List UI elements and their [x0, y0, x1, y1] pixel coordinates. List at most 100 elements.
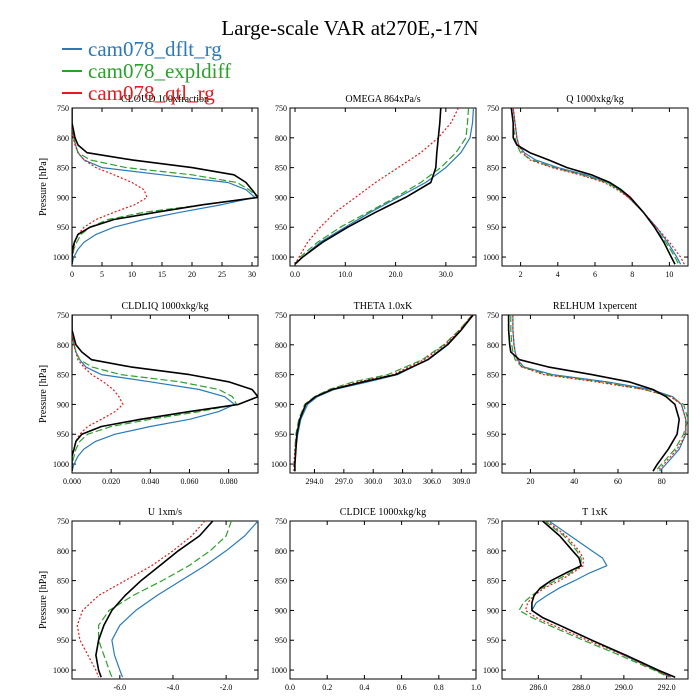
x-tick-label: 2: [519, 270, 523, 279]
series-line: [510, 108, 680, 265]
panel: THETA 1.0xK 750 800 850 900 950 1000 294.0 297.0…: [271, 301, 477, 486]
x-tick-label: 288.0: [572, 683, 590, 692]
panel: T 1xK 750 800 850 900 950 1000 286.0 288.0 290.0 2…: [483, 507, 689, 692]
y-tick-label: 800: [275, 341, 287, 350]
series-line: [72, 108, 256, 265]
y-tick-label: 800: [487, 547, 499, 556]
plot-frame: [501, 520, 689, 680]
panel-title: THETA 1.0xK: [354, 301, 413, 312]
y-tick-label: 950: [57, 636, 69, 645]
series-line: [111, 521, 258, 678]
y-tick-label: 800: [487, 341, 499, 350]
x-tick-label: 8: [630, 270, 634, 279]
legend-entry: cam078_expldiff: [62, 60, 231, 82]
series-line: [76, 521, 206, 678]
x-tick-label: 80: [658, 477, 666, 486]
y-tick-label: 900: [275, 400, 287, 409]
y-tick-label: 1000: [271, 253, 287, 262]
panel: RELHUM 1xpercent 750 800 850 900 950 1000 20 40 6…: [483, 301, 689, 486]
legend-swatch-qtl: [62, 92, 82, 94]
y-tick-label: 1000: [483, 666, 499, 675]
y-tick-label: 750: [57, 104, 69, 113]
legend-label-dflt: cam078_dflt_rg: [88, 37, 222, 61]
x-tick-label: 306.0: [423, 477, 441, 486]
series-line: [72, 315, 238, 472]
y-tick-label: 850: [275, 577, 287, 586]
y-tick-label: 1000: [271, 666, 287, 675]
y-axis-label: Pressure [hPa]: [38, 571, 49, 629]
y-tick-label: 750: [275, 311, 287, 320]
x-tick-label: 0.080: [220, 477, 238, 486]
x-tick-label: 0.8: [434, 683, 444, 692]
y-tick-label: 850: [57, 371, 69, 380]
panel-title: RELHUM 1xpercent: [553, 301, 637, 312]
x-tick-label: 15: [158, 270, 166, 279]
y-tick-label: 850: [275, 371, 287, 380]
panel: CLDICE 1000xkg/kg 750 800 850 900 950 1000 0.0 0…: [271, 507, 481, 692]
series-line: [518, 521, 670, 678]
plot-frame: [71, 107, 259, 267]
y-tick-label: 900: [275, 193, 287, 202]
x-tick-label: 303.0: [394, 477, 412, 486]
x-tick-label: 20.0: [389, 270, 403, 279]
series-line: [294, 108, 442, 265]
panel-title: U 1xm/s: [148, 507, 182, 518]
y-tick-label: 800: [57, 134, 69, 143]
legend-entry: cam078_dflt_rg: [62, 38, 231, 60]
series-line: [512, 108, 685, 265]
panel-title: Q 1000xkg/kg: [566, 94, 624, 105]
panel-title: CLOUD 100xfraction: [121, 94, 209, 105]
series-line: [294, 108, 459, 265]
plot-frame: [71, 520, 259, 680]
panel: CLOUD 100xfraction Pressure [hPa] 750 800 85…: [38, 94, 259, 279]
figure-title: Large-scale VAR at270E,-17N: [221, 16, 479, 40]
series-line: [510, 108, 676, 265]
x-tick-label: 6: [593, 270, 597, 279]
panel-title: CLDICE 1000xkg/kg: [340, 507, 426, 518]
plot-frame: [289, 107, 477, 267]
y-tick-label: 900: [487, 400, 499, 409]
x-tick-label: 1.0: [471, 683, 481, 692]
x-tick-label: 10: [128, 270, 136, 279]
series-line: [510, 315, 688, 472]
y-tick-label: 1000: [483, 253, 499, 262]
x-tick-label: 0.0: [290, 270, 300, 279]
y-tick-label: 1000: [53, 253, 69, 262]
legend-swatch-expldiff: [62, 70, 82, 72]
x-tick-label: 10: [665, 270, 673, 279]
series-line: [531, 521, 676, 678]
series-line: [72, 315, 124, 472]
y-tick-label: 850: [275, 164, 287, 173]
x-tick-label: 0.0: [285, 683, 295, 692]
plot-frame: [501, 314, 689, 474]
series-line: [512, 315, 687, 472]
x-tick-label: 300.0: [364, 477, 382, 486]
x-tick-label: 30.0: [439, 270, 453, 279]
y-tick-label: 950: [275, 636, 287, 645]
y-tick-label: 800: [57, 547, 69, 556]
x-tick-label: 5: [100, 270, 104, 279]
x-tick-label: 0.4: [359, 683, 369, 692]
y-tick-label: 900: [57, 193, 69, 202]
x-tick-label: 0.020: [102, 477, 120, 486]
y-tick-label: 900: [487, 193, 499, 202]
panel-title: CLDLIQ 1000xkg/kg: [122, 301, 209, 312]
series-line: [524, 521, 672, 678]
panel: Q 1000xkg/kg 750 800 850 900 950 1000 2 4 6 8 10: [483, 94, 689, 279]
y-tick-label: 900: [57, 606, 69, 615]
y-tick-label: 950: [57, 430, 69, 439]
y-tick-label: 750: [487, 104, 499, 113]
x-tick-label: 297.0: [335, 477, 353, 486]
plot-frame: [501, 107, 689, 267]
y-tick-label: 750: [57, 517, 69, 526]
series-line: [512, 108, 682, 265]
y-tick-label: 750: [487, 311, 499, 320]
series-line: [531, 521, 672, 678]
series-line: [72, 108, 258, 265]
y-tick-label: 850: [57, 164, 69, 173]
plot-frame: [289, 314, 477, 474]
y-tick-label: 950: [275, 430, 287, 439]
y-tick-label: 800: [275, 547, 287, 556]
x-tick-label: 309.0: [452, 477, 470, 486]
y-tick-label: 1000: [483, 460, 499, 469]
